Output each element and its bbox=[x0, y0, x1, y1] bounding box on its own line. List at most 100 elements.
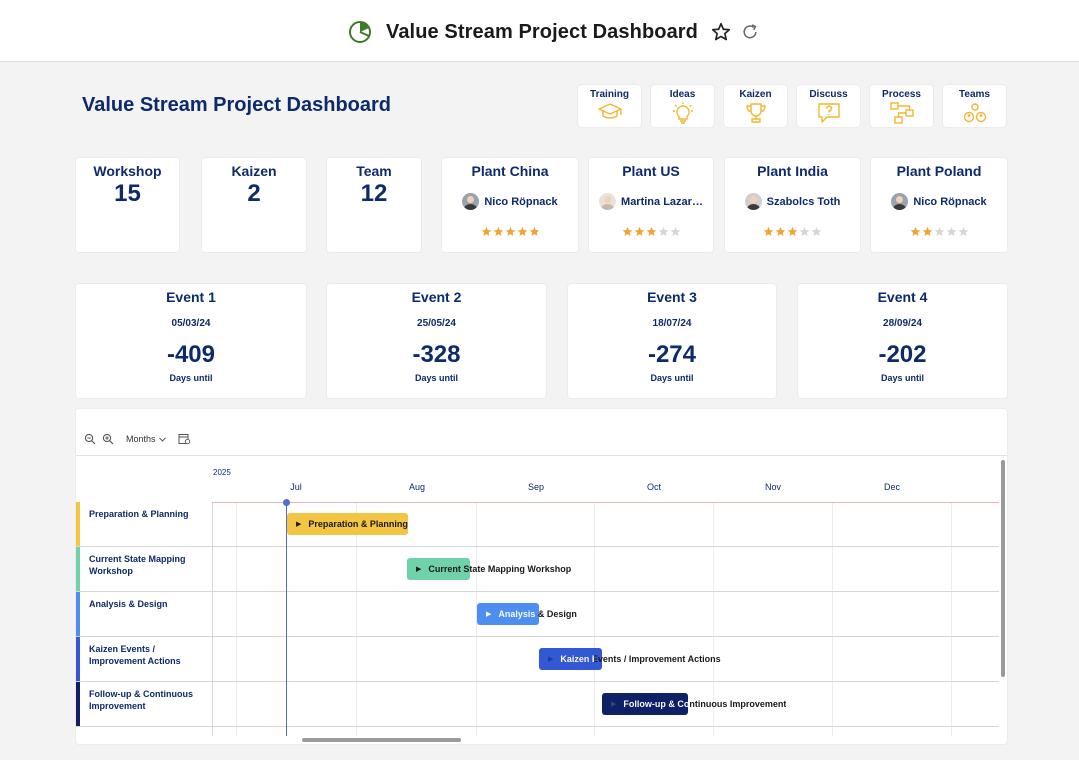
task-label[interactable]: Kaizen Events / Improvement Actions bbox=[76, 637, 212, 681]
star-filled-icon bbox=[646, 226, 656, 236]
star-filled-icon bbox=[910, 226, 920, 236]
timeline-month: Aug bbox=[408, 482, 426, 492]
task-label[interactable]: Follow-up & Continuous Improvement bbox=[76, 682, 212, 726]
task-bar-text: Follow-up & Continuous Improvement bbox=[623, 699, 787, 709]
nav-tile-discuss[interactable]: Discuss bbox=[797, 85, 860, 127]
rating-stars bbox=[725, 226, 860, 237]
nav-tile-label: Process bbox=[882, 89, 921, 100]
event-date: 18/07/24 bbox=[652, 318, 692, 329]
event-card-2: Event 2 25/05/24 -328 Days until bbox=[327, 284, 546, 398]
grid-line bbox=[594, 502, 595, 736]
task-bar[interactable] bbox=[477, 603, 539, 625]
nav-tile-label: Ideas bbox=[669, 89, 696, 100]
event-date: 05/03/24 bbox=[171, 318, 211, 329]
event-title: Event 1 bbox=[166, 289, 216, 305]
refresh-icon[interactable] bbox=[740, 22, 760, 42]
event-days-label: Days until bbox=[880, 373, 924, 383]
timeline-month: Dec bbox=[883, 482, 901, 492]
event-card-1: Event 1 05/03/24 -409 Days until bbox=[76, 284, 306, 398]
calendar-today-icon[interactable] bbox=[178, 433, 191, 445]
zoom-out-icon[interactable] bbox=[84, 433, 96, 445]
kpi-value: 2 bbox=[247, 180, 261, 207]
task-bar[interactable] bbox=[407, 558, 470, 580]
question-chat-icon bbox=[817, 103, 840, 123]
team-icon bbox=[963, 103, 986, 123]
star-filled-icon bbox=[481, 226, 491, 236]
expand-triangle-icon: ▶ bbox=[548, 656, 554, 663]
person-name: Martina Lazar… bbox=[621, 195, 703, 208]
kpi-label: Kaizen bbox=[231, 163, 277, 179]
gantt-row: Follow-up & Continuous Improvement bbox=[76, 682, 999, 727]
plant-label: Plant India bbox=[757, 163, 828, 179]
event-date: 25/05/24 bbox=[417, 318, 456, 329]
expand-triangle-icon: ▶ bbox=[416, 566, 422, 573]
nav-tile-teams[interactable]: Teams bbox=[943, 85, 1006, 127]
gantt-row: Analysis & Design bbox=[76, 592, 999, 637]
task-bar[interactable] bbox=[287, 513, 408, 535]
star-empty-icon bbox=[658, 226, 668, 236]
timeline-month: Jul bbox=[290, 482, 302, 492]
task-label[interactable]: Current State Mapping Workshop bbox=[76, 547, 212, 591]
avatar bbox=[744, 193, 762, 210]
today-marker-line bbox=[286, 501, 287, 736]
timeline-month: Sep bbox=[527, 482, 545, 492]
event-days-label: Days until bbox=[169, 373, 213, 383]
star-empty-icon bbox=[958, 226, 968, 236]
task-bar-text: Preparation & Planning bbox=[308, 519, 408, 529]
kpi-card-kaizen: Kaizen 2 bbox=[202, 158, 306, 252]
star-filled-icon bbox=[529, 226, 539, 236]
expand-triangle-icon: ▶ bbox=[486, 611, 492, 618]
grid-line bbox=[951, 502, 952, 736]
horizontal-scrollbar[interactable] bbox=[302, 738, 461, 742]
star-filled-icon bbox=[787, 226, 798, 236]
task-bar-label[interactable]: ▶ Current State Mapping Workshop bbox=[416, 558, 571, 580]
pie-chart-icon bbox=[349, 21, 371, 43]
task-label[interactable]: Preparation & Planning bbox=[76, 502, 212, 546]
plant-person: Szabolcs Toth bbox=[725, 193, 860, 210]
vertical-scrollbar[interactable] bbox=[1001, 460, 1005, 677]
grid-line bbox=[832, 502, 833, 736]
star-filled-icon bbox=[634, 226, 644, 236]
star-favorite-icon[interactable] bbox=[710, 21, 732, 43]
avatar bbox=[462, 193, 480, 210]
nav-tile-label: Discuss bbox=[809, 89, 848, 100]
star-filled-icon bbox=[922, 226, 932, 236]
nav-tile-training[interactable]: Training bbox=[578, 85, 641, 127]
label-column-divider bbox=[212, 502, 213, 736]
kpi-value: 12 bbox=[360, 180, 388, 207]
nav-tile-ideas[interactable]: Ideas bbox=[651, 85, 714, 127]
lightbulb-icon bbox=[672, 102, 693, 124]
timescale-label: Months bbox=[126, 434, 156, 444]
star-empty-icon bbox=[670, 226, 680, 236]
event-card-3: Event 3 18/07/24 -274 Days until bbox=[568, 284, 776, 398]
nav-tile-kaizen[interactable]: Kaizen bbox=[724, 85, 787, 127]
graduation-cap-icon bbox=[597, 103, 622, 119]
task-bar-label[interactable]: ▶ Follow-up & Continuous Improvement bbox=[611, 693, 786, 715]
task-bar-text-inner: Analysis & Design bbox=[498, 609, 577, 619]
task-bar-text: Kaizen Events / Improvement Actions bbox=[560, 654, 721, 664]
nav-tile-process[interactable]: Process bbox=[870, 85, 933, 127]
task-bar[interactable] bbox=[602, 693, 688, 715]
event-title: Event 2 bbox=[411, 289, 462, 305]
task-bar-label[interactable]: ▶ Analysis & Design bbox=[486, 603, 577, 625]
plant-person: Martina Lazar… bbox=[589, 193, 713, 210]
gantt-row: Kaizen Events / Improvement Actions bbox=[76, 637, 999, 682]
dashboard-title: Value Stream Project Dashboard bbox=[82, 94, 392, 116]
gantt-chart: Months 2025 Jul Aug Sep Oct Nov Dec Prep… bbox=[76, 409, 1007, 744]
today-marker-dot bbox=[283, 499, 290, 506]
star-filled-icon bbox=[775, 226, 786, 236]
zoom-in-icon[interactable] bbox=[102, 433, 114, 445]
nav-tile-label: Training bbox=[590, 89, 629, 100]
task-bar-label[interactable]: ▶ Preparation & Planning bbox=[296, 513, 408, 535]
plant-card-india: Plant India Szabolcs Toth bbox=[725, 158, 860, 252]
gantt-toolbar: Months bbox=[84, 433, 191, 445]
timescale-dropdown[interactable]: Months bbox=[126, 434, 166, 444]
star-filled-icon bbox=[517, 226, 527, 236]
plant-label: Plant US bbox=[622, 163, 680, 179]
task-bar[interactable] bbox=[539, 648, 602, 670]
task-label[interactable]: Analysis & Design bbox=[76, 592, 212, 636]
plant-card-china: Plant China Nico Röpnack bbox=[442, 158, 578, 252]
event-title: Event 4 bbox=[877, 289, 928, 305]
task-bar-label[interactable]: ▶ Kaizen Events / Improvement Actions bbox=[548, 648, 721, 670]
plant-card-poland: Plant Poland Nico Röpnack bbox=[871, 158, 1007, 252]
